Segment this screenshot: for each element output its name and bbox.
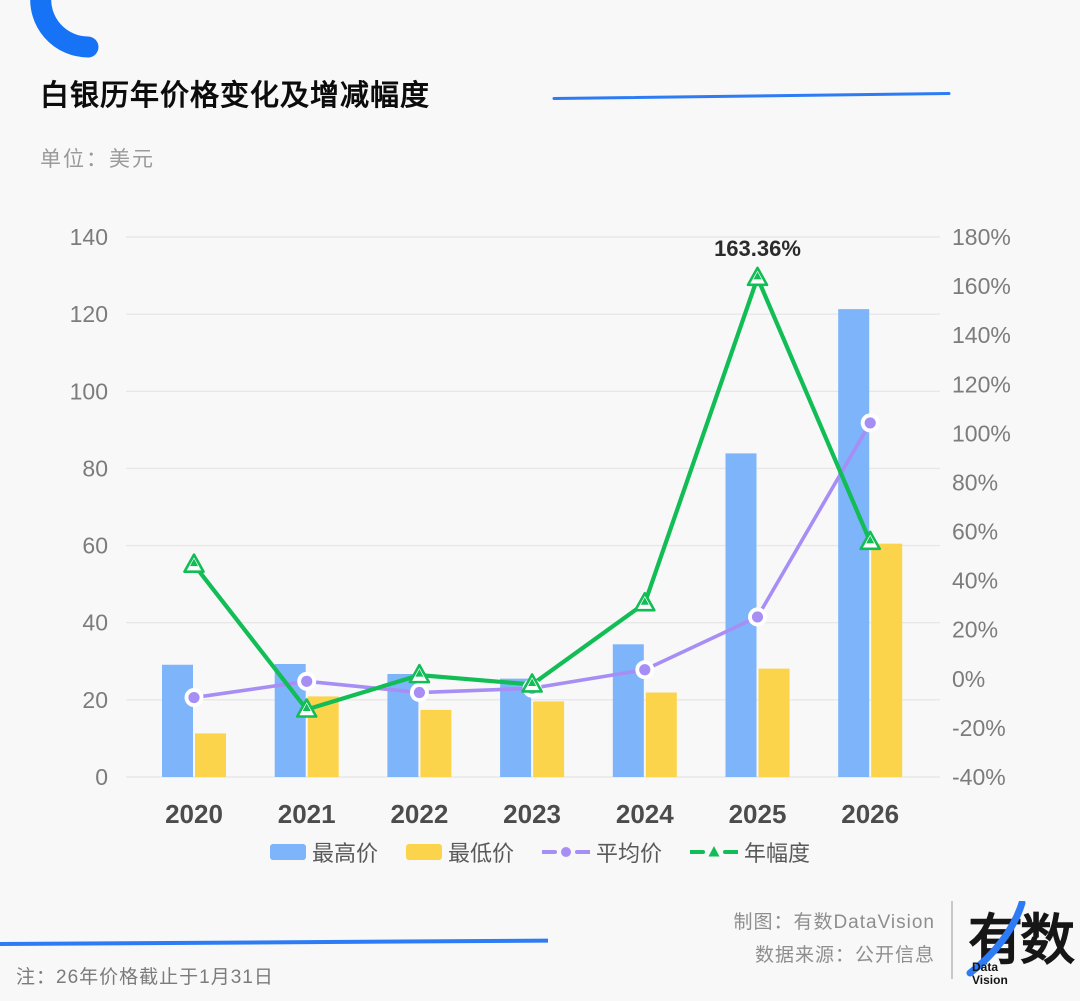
title-underline-stroke — [552, 92, 951, 100]
svg-text:2021: 2021 — [278, 799, 336, 829]
svg-text:80%: 80% — [952, 469, 998, 495]
svg-text:80: 80 — [82, 455, 108, 481]
logo-subtext: Data Vision — [972, 960, 1008, 987]
line-平均价 — [192, 421, 873, 700]
peak-annotation: 163.36% — [714, 236, 801, 261]
bar-最低价-2026 — [871, 543, 903, 777]
bar-最低价-2020 — [195, 733, 226, 777]
logo-blue-slash-icon — [966, 901, 1026, 977]
svg-text:20%: 20% — [952, 617, 998, 643]
footnote: 注：26年价格截止于1月31日 — [16, 967, 274, 988]
svg-text:2026: 2026 — [841, 799, 899, 829]
legend-label: 平均价 — [596, 841, 663, 866]
gridlines — [126, 236, 940, 778]
x-axis-labels: 2020 2021 2022 2023 2024 2025 2026 — [165, 799, 899, 829]
svg-text:2024: 2024 — [616, 799, 674, 829]
svg-text:100: 100 — [70, 378, 108, 404]
credit-line: 制图：有数DataVision — [733, 912, 935, 933]
markers-年幅度 — [183, 266, 882, 718]
legend-item-max-price: 最高价 — [269, 836, 378, 868]
legend-label: 最高价 — [311, 841, 378, 866]
svg-text:160%: 160% — [952, 273, 1011, 299]
bar-swatch-yellow-icon — [405, 844, 442, 860]
legend-item-min-price: 最低价 — [405, 836, 514, 868]
left-axis-labels: 140 120 100 80 60 40 20 0 — [70, 224, 108, 790]
svg-text:0: 0 — [95, 764, 108, 790]
markers-平均价 — [184, 413, 880, 708]
footer-credit: 制图：有数DataVision 数据来源：公开信息 — [733, 906, 935, 972]
bar-最低价-2024 — [645, 692, 677, 777]
brand-arc-path — [30, 0, 99, 58]
svg-text:60: 60 — [82, 533, 108, 559]
svg-text:2022: 2022 — [390, 799, 448, 829]
bar-最高价-2020 — [162, 664, 193, 777]
legend-item-annual-change: 年幅度 — [690, 836, 810, 868]
chart-legend: 最高价 最低价 平均价 年幅度 — [0, 836, 1080, 868]
right-axis-labels: 180% 160% 140% 120% 100% 80% 60% 40% 20% 0% -20% -4… — [952, 224, 1011, 790]
line-年幅度 — [191, 275, 873, 712]
svg-text:20: 20 — [82, 687, 108, 713]
bar-最低价-2023 — [533, 701, 565, 777]
svg-text:40: 40 — [82, 610, 108, 636]
bottom-accent-line — [0, 938, 549, 946]
line-circle-swatch-icon — [542, 847, 590, 857]
bar-swatch-blue-icon — [269, 844, 306, 860]
svg-text:140: 140 — [70, 224, 108, 250]
bar-最低价-2022 — [420, 709, 452, 777]
svg-text:-20%: -20% — [952, 715, 1006, 741]
bar-最低价-2025 — [758, 668, 790, 777]
svg-text:2020: 2020 — [165, 799, 223, 829]
svg-text:140%: 140% — [952, 322, 1011, 348]
title-underline — [552, 92, 951, 100]
unit-label: 单位：美元 — [40, 148, 155, 171]
legend-label: 年幅度 — [744, 841, 811, 866]
svg-text:120: 120 — [70, 301, 108, 327]
brand-arc-icon — [30, 0, 99, 58]
svg-text:40%: 40% — [952, 568, 998, 594]
legend-item-avg-price: 平均价 — [542, 836, 662, 868]
page-title: 白银历年价格变化及增减幅度 — [40, 80, 431, 112]
line-triangle-swatch-icon — [690, 846, 739, 857]
svg-text:-40%: -40% — [952, 764, 1006, 790]
datavision-logo: 有数 Data Vision — [966, 895, 1075, 995]
source-line: 数据来源：公开信息 — [754, 945, 935, 966]
legend-label: 最低价 — [447, 841, 514, 866]
svg-text:180%: 180% — [952, 224, 1011, 250]
footer-divider — [951, 901, 953, 979]
svg-text:2023: 2023 — [503, 799, 561, 829]
svg-text:60%: 60% — [952, 519, 998, 545]
svg-text:0%: 0% — [952, 666, 985, 692]
svg-text:2025: 2025 — [729, 799, 787, 829]
svg-text:120%: 120% — [952, 371, 1011, 397]
svg-text:100%: 100% — [952, 420, 1011, 446]
bars — [162, 309, 903, 777]
silver-price-chart: 140 120 100 80 60 40 20 0 180% 160% 140% 120% 100% 80… — [70, 224, 1011, 829]
